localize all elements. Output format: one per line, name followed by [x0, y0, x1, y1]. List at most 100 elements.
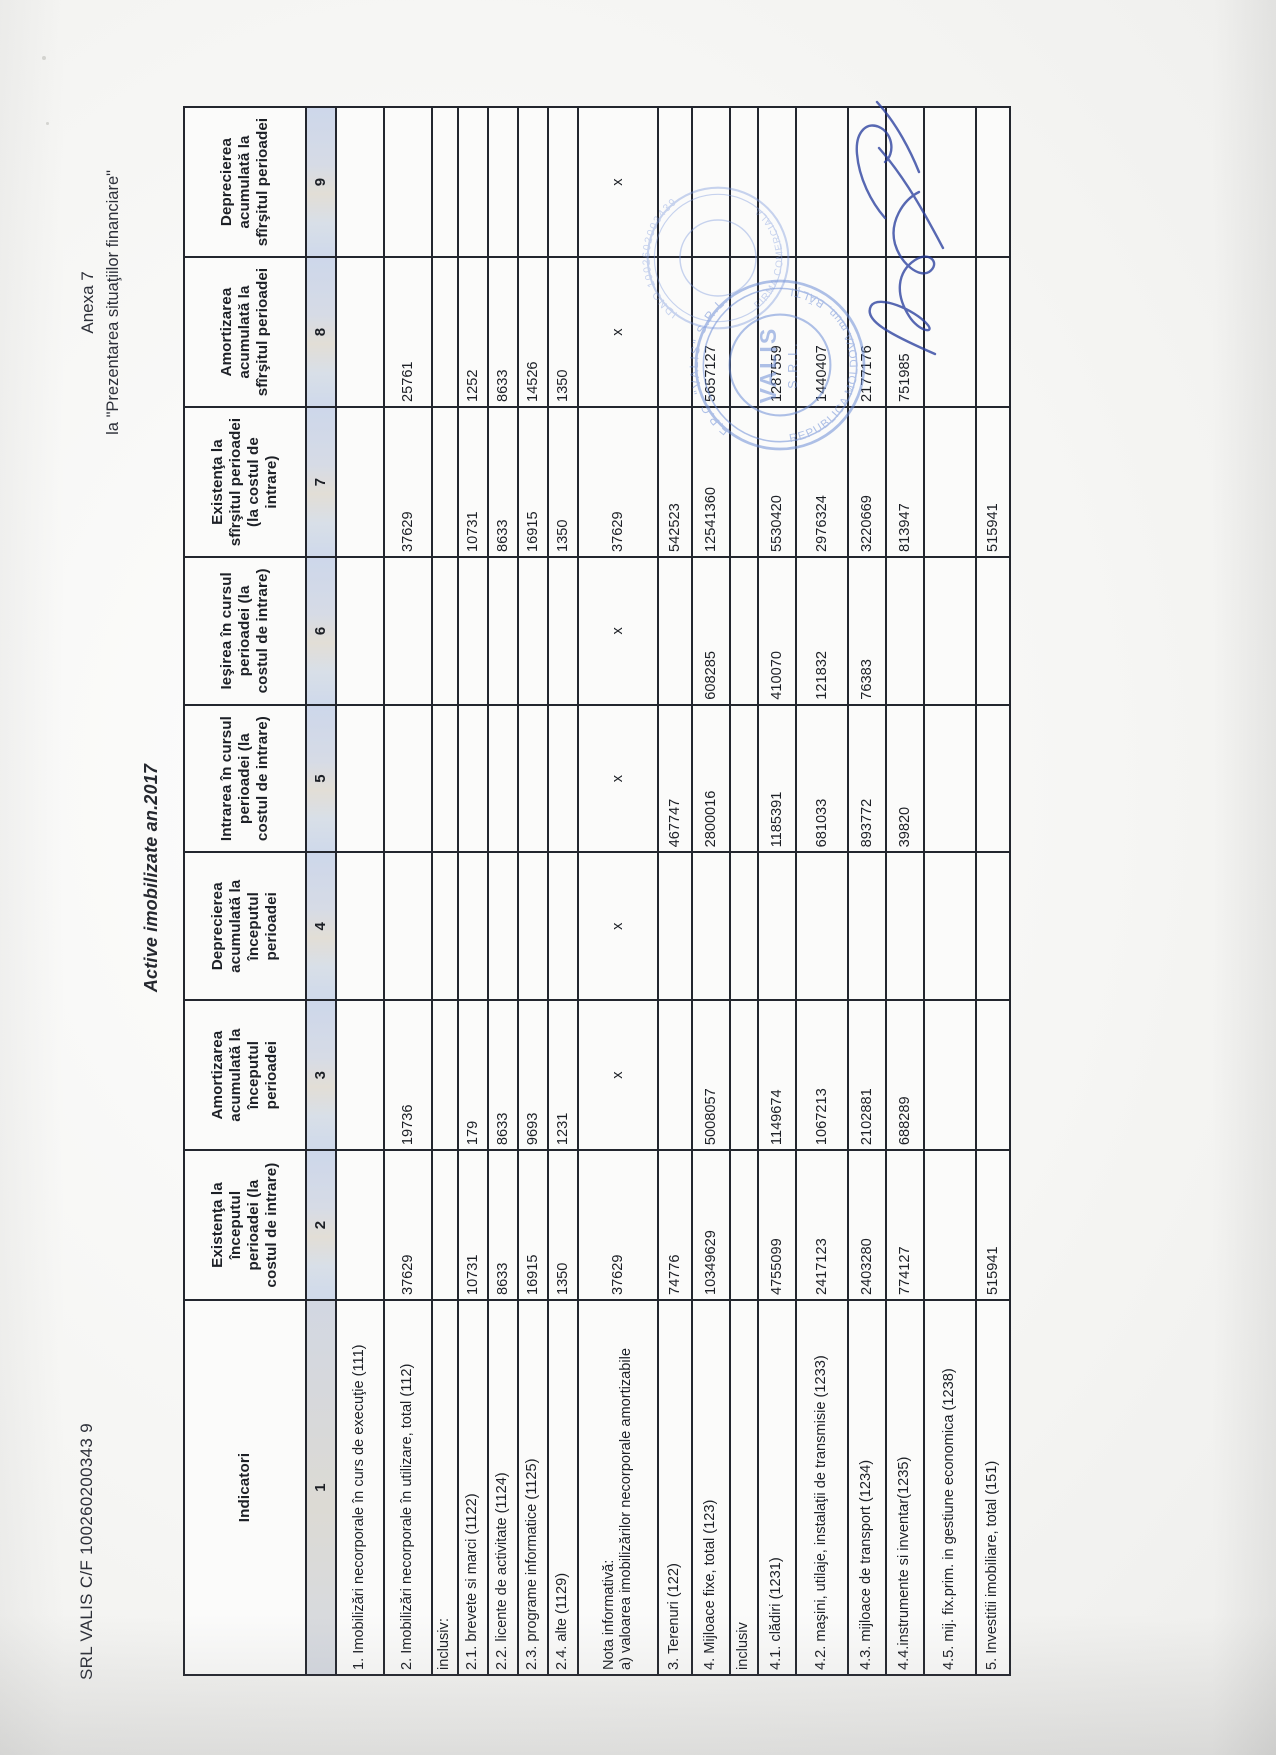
row-label: 4. Mijloace fixe, total (123) — [692, 1299, 730, 1675]
cell-col7: 1350 — [548, 406, 578, 557]
cell-col7: 16915 — [518, 406, 548, 557]
cell-col7: 3220669 — [848, 406, 886, 557]
cell-col6: 76383 — [848, 556, 886, 705]
cell-col7: 5530420 — [758, 406, 796, 557]
cell-col3: 1231 — [548, 999, 578, 1150]
cell-col7: 8633 — [488, 406, 518, 557]
col-number-4: 4 — [306, 851, 336, 1000]
col-number-6: 6 — [306, 556, 336, 705]
row-label: 5. Investitii imobiliare, total (151) — [976, 1299, 1010, 1675]
cell-col4 — [488, 851, 518, 1000]
cell-col3: 688289 — [886, 999, 924, 1150]
row-label: 4.4.instrumente si inventar(1235) — [886, 1299, 924, 1675]
col-header-iesire: Ieşirea în cursul perioadei (la costul d… — [184, 556, 306, 705]
cell-col7: 542523 — [658, 406, 692, 557]
table-column-number-row: 1 2 3 4 5 6 7 8 9 — [306, 106, 336, 1675]
row-label: inclusiv: — [432, 1299, 458, 1675]
cell-col5: x — [578, 704, 658, 852]
cell-col9 — [848, 106, 886, 257]
cell-col9 — [432, 106, 458, 257]
table-row: 2.4. alte (1129) 1350 1231 1350 1350 — [548, 106, 578, 1675]
cell-col4 — [384, 851, 432, 1000]
row-label: 2.4. alte (1129) — [548, 1299, 578, 1675]
annex-block: Anexa 7 la "Prezentarea situaţiilor fina… — [75, 170, 125, 435]
cell-col6 — [384, 556, 432, 705]
cell-col7: 2976324 — [796, 406, 848, 557]
row-label: 3. Terenuri (122) — [658, 1299, 692, 1675]
cell-col6 — [458, 556, 488, 705]
cell-col8 — [336, 256, 384, 407]
row-label: 4.3. mijloace de transport (1234) — [848, 1299, 886, 1675]
cell-col5 — [384, 704, 432, 852]
company-identifier: SRL VALIS C/F 100260200343 9 — [77, 1422, 96, 1680]
table-header-row: Indicatori Existenţa la începutul perioa… — [184, 106, 306, 1675]
cell-col3: 5008057 — [692, 999, 730, 1150]
cell-col3: 179 — [458, 999, 488, 1150]
table-row: 1. Imobilizări necorporale în curs de ex… — [336, 106, 384, 1675]
cell-col2: 16915 — [518, 1149, 548, 1300]
cell-col3 — [924, 999, 976, 1150]
table-row: 2.2. licente de activitate (1124) 8633 863… — [488, 106, 518, 1675]
row-label: Nota informativă: a) valoarea imobilizăr… — [578, 1299, 658, 1675]
table-row: Nota informativă: a) valoarea imobilizăr… — [578, 106, 658, 1675]
cell-col7: 12541360 — [692, 406, 730, 557]
cell-col2: 8633 — [488, 1149, 518, 1300]
cell-col6: x — [578, 556, 658, 705]
cell-col8: 8633 — [488, 256, 518, 407]
landscape-content: SRL VALIS C/F 100260200343 9 Anexa 7 la … — [63, 58, 1213, 1698]
cell-col3: 9693 — [518, 999, 548, 1150]
table-row: 2.3. programe informatice (1125) 16915 969… — [518, 106, 548, 1675]
cell-col6 — [488, 556, 518, 705]
cell-col2: 37629 — [384, 1149, 432, 1300]
row-label: 4.1. clădiri (1231) — [758, 1299, 796, 1675]
row-label: 2. Imobilizări necorporale în utilizare,… — [384, 1299, 432, 1675]
table-row: 2. Imobilizări necorporale în utilizare,… — [384, 106, 432, 1675]
table-row: 4.4.instrumente si inventar(1235) 774127 6… — [886, 106, 924, 1675]
cell-col4 — [458, 851, 488, 1000]
cell-col5 — [432, 704, 458, 852]
cell-col2: 2417123 — [796, 1149, 848, 1300]
cell-col7: 515941 — [976, 406, 1010, 557]
cell-col3: 1067213 — [796, 999, 848, 1150]
cell-col2 — [924, 1149, 976, 1300]
cell-col9 — [692, 106, 730, 257]
cell-col6 — [658, 556, 692, 705]
cell-col6 — [548, 556, 578, 705]
cell-col5 — [976, 704, 1010, 852]
cell-col4 — [336, 851, 384, 1000]
cell-col3 — [432, 999, 458, 1150]
cell-col7 — [730, 406, 758, 557]
cell-col3: 1149674 — [758, 999, 796, 1150]
cell-col9 — [730, 106, 758, 257]
cell-col9 — [924, 106, 976, 257]
cell-col5: 39820 — [886, 704, 924, 852]
table-row: 4.1. clădiri (1231) 4755099 1149674 1185391… — [758, 106, 796, 1675]
table-row: 2.1. brevete si marci (1122) 10731 179 1073… — [458, 106, 488, 1675]
row-label: 1. Imobilizări necorporale în curs de ex… — [336, 1299, 384, 1675]
cell-col8: 1287559 — [758, 256, 796, 407]
cell-col4 — [924, 851, 976, 1000]
table-row: 4. Mijloace fixe, total (123) 10349629 500… — [692, 106, 730, 1675]
table-row: 4.5. mij. fix.prim. in gestiune economic… — [924, 106, 976, 1675]
cell-col2: 10731 — [458, 1149, 488, 1300]
cell-col9 — [886, 106, 924, 257]
cell-col7 — [432, 406, 458, 557]
annex-number: Anexa 7 — [78, 270, 97, 334]
cell-col5 — [548, 704, 578, 852]
cell-col6 — [886, 556, 924, 705]
cell-col5: 893772 — [848, 704, 886, 852]
cell-col7 — [336, 406, 384, 557]
cell-col2: 774127 — [886, 1149, 924, 1300]
cell-col5 — [730, 704, 758, 852]
cell-col6: 121832 — [796, 556, 848, 705]
col-number-5: 5 — [306, 704, 336, 852]
table-row: 4.2. maşini, utilaje, instalaţii de tran… — [796, 106, 848, 1675]
cell-col2 — [336, 1149, 384, 1300]
col-number-9: 9 — [306, 106, 336, 257]
cell-col8 — [924, 256, 976, 407]
cell-col5: 467747 — [658, 704, 692, 852]
cell-col2: 37629 — [578, 1149, 658, 1300]
row-label: 2.2. licente de activitate (1124) — [488, 1299, 518, 1675]
cell-col4 — [548, 851, 578, 1000]
